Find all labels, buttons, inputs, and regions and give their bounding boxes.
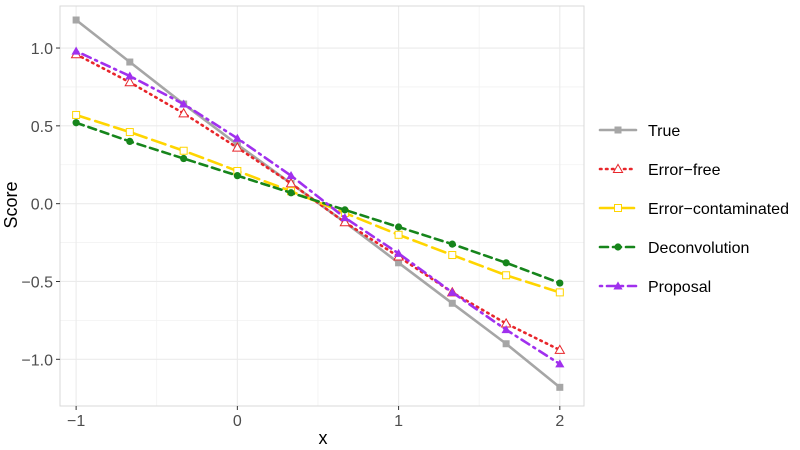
legend-key-marker — [614, 126, 622, 134]
data-point — [341, 206, 349, 214]
data-point — [285, 177, 297, 188]
legend-label: Proposal — [648, 279, 711, 296]
data-point — [395, 259, 403, 267]
y-axis-ticks: −1.0 −0.5 0.0 0.5 1.0 — [21, 41, 60, 369]
data-point — [555, 359, 565, 368]
y-tick-label: −0.5 — [21, 274, 53, 291]
series-deconvolution — [72, 119, 564, 287]
series-line — [74, 49, 562, 366]
data-point — [393, 248, 404, 257]
y-tick-label: 0.0 — [31, 197, 53, 214]
data-point — [71, 46, 81, 55]
data-point — [287, 189, 295, 197]
legend-item: True — [598, 123, 680, 140]
data-point — [72, 16, 80, 24]
x-tick-label: 1 — [394, 413, 403, 430]
data-point — [178, 107, 190, 118]
plot-panel-border — [59, 5, 585, 407]
data-point — [556, 279, 564, 287]
data-point — [554, 344, 566, 354]
legend-label: True — [648, 123, 680, 140]
legend: True Error−free Error−contaminated Deconvol… — [598, 123, 789, 296]
series-line — [74, 113, 562, 294]
series-layer — [70, 16, 566, 391]
x-axis-ticks: −1 0 1 2 — [67, 406, 564, 430]
data-point — [502, 271, 511, 280]
y-axis-label: Score — [1, 181, 21, 228]
data-point — [72, 119, 80, 127]
data-point — [180, 154, 188, 163]
legend-item: Deconvolution — [598, 240, 749, 257]
legend-key-marker — [613, 281, 623, 290]
data-point — [340, 213, 350, 222]
y-tick-label: 0.5 — [31, 119, 53, 136]
data-point — [124, 76, 136, 87]
data-point — [339, 216, 351, 227]
y-tick-label: −1.0 — [21, 352, 53, 369]
data-point — [126, 58, 134, 66]
data-point — [556, 383, 564, 391]
data-point — [231, 142, 243, 152]
legend-item: Error−contaminated — [598, 201, 789, 218]
legend-key-marker — [612, 163, 624, 173]
data-point — [501, 325, 511, 334]
series-line — [74, 52, 562, 352]
legend-item: Error−free — [598, 162, 721, 179]
x-axis-label: x — [319, 428, 328, 448]
x-tick-label: 0 — [233, 413, 242, 430]
data-point — [72, 110, 81, 119]
data-point — [448, 251, 457, 260]
legend-key-marker — [614, 243, 622, 251]
data-point — [448, 240, 456, 248]
data-point — [179, 99, 189, 108]
data-point — [448, 299, 456, 307]
data-point — [233, 172, 241, 180]
data-point — [286, 171, 296, 180]
data-point — [502, 340, 510, 348]
data-point — [394, 230, 403, 239]
data-point — [555, 288, 564, 297]
data-point — [125, 71, 135, 80]
data-point — [126, 137, 134, 146]
x-tick-label: −1 — [67, 413, 85, 430]
x-tick-label: 2 — [555, 413, 564, 430]
y-tick-label: 1.0 — [31, 41, 53, 58]
data-point — [502, 259, 510, 267]
series-proposal — [71, 46, 565, 368]
data-point — [125, 128, 134, 137]
data-point — [394, 223, 403, 231]
legend-label: Error−free — [648, 162, 721, 179]
legend-label: Error−contaminated — [648, 201, 789, 218]
legend-key-marker — [614, 204, 622, 212]
data-point — [447, 287, 457, 296]
legend-item: Proposal — [598, 279, 711, 296]
data-point — [179, 146, 188, 155]
series-line — [74, 121, 562, 285]
data-point — [232, 133, 242, 142]
minor-gridlines — [60, 6, 584, 406]
legend-label: Deconvolution — [648, 240, 749, 257]
